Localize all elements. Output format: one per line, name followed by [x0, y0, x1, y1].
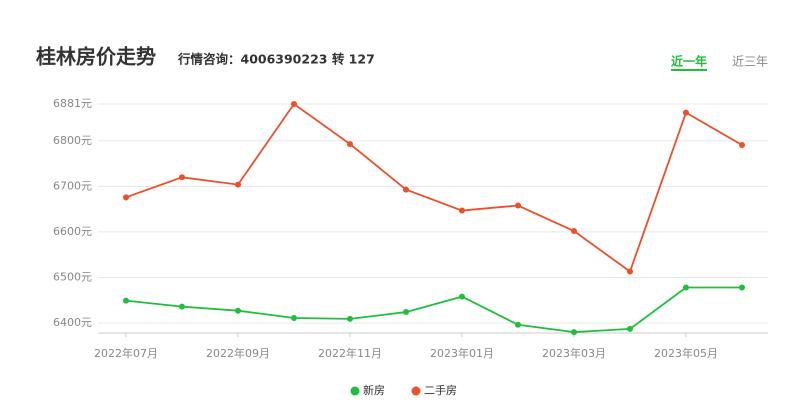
point [179, 174, 185, 181]
legend-label: 新房 [363, 383, 385, 397]
x-tick-label: 2023年03月 [542, 346, 606, 360]
tab[interactable]: 近三年 [732, 55, 768, 69]
y-tick-label: 6500元 [53, 270, 92, 283]
x-tick-label: 2022年07月 [94, 346, 158, 360]
point [403, 186, 409, 193]
tab[interactable]: 近一年 [671, 54, 707, 69]
point [123, 194, 129, 201]
point [739, 141, 745, 148]
chart-title: 桂林房价走势 [35, 45, 156, 69]
point [515, 202, 521, 209]
point [179, 303, 185, 310]
point [627, 325, 633, 332]
point [235, 307, 241, 314]
point [291, 101, 297, 107]
x-tick-label: 2022年11月 [318, 346, 382, 360]
subtitle: 行情咨询：4006390223 转 127 [177, 52, 375, 67]
point [683, 284, 689, 291]
x-tick-label: 2023年05月 [654, 346, 718, 360]
series-line [125, 102, 743, 273]
point [571, 329, 577, 336]
series-line [125, 286, 742, 333]
point [403, 309, 409, 316]
point [627, 268, 633, 275]
y-tick-label: 6700元 [53, 179, 92, 192]
point [291, 314, 297, 321]
y-tick-label: 6400元 [53, 316, 92, 329]
x-tick-label: 2023年01月 [430, 346, 494, 360]
y-tick-label: 6600元 [53, 225, 92, 238]
point [683, 109, 689, 116]
point [739, 284, 745, 291]
y-tick-label: 6800元 [53, 134, 92, 147]
legend-marker [350, 386, 360, 396]
point [347, 141, 353, 148]
point [571, 228, 577, 235]
point [235, 181, 241, 188]
point [459, 207, 465, 214]
point [123, 297, 129, 304]
point [459, 293, 465, 300]
legend-label: 二手房 [424, 383, 457, 397]
x-tick-label: 2022年09月 [206, 346, 270, 360]
point [515, 321, 521, 328]
point [347, 315, 353, 322]
y-tick-label: 6881元 [53, 97, 92, 110]
legend-marker [411, 386, 421, 396]
